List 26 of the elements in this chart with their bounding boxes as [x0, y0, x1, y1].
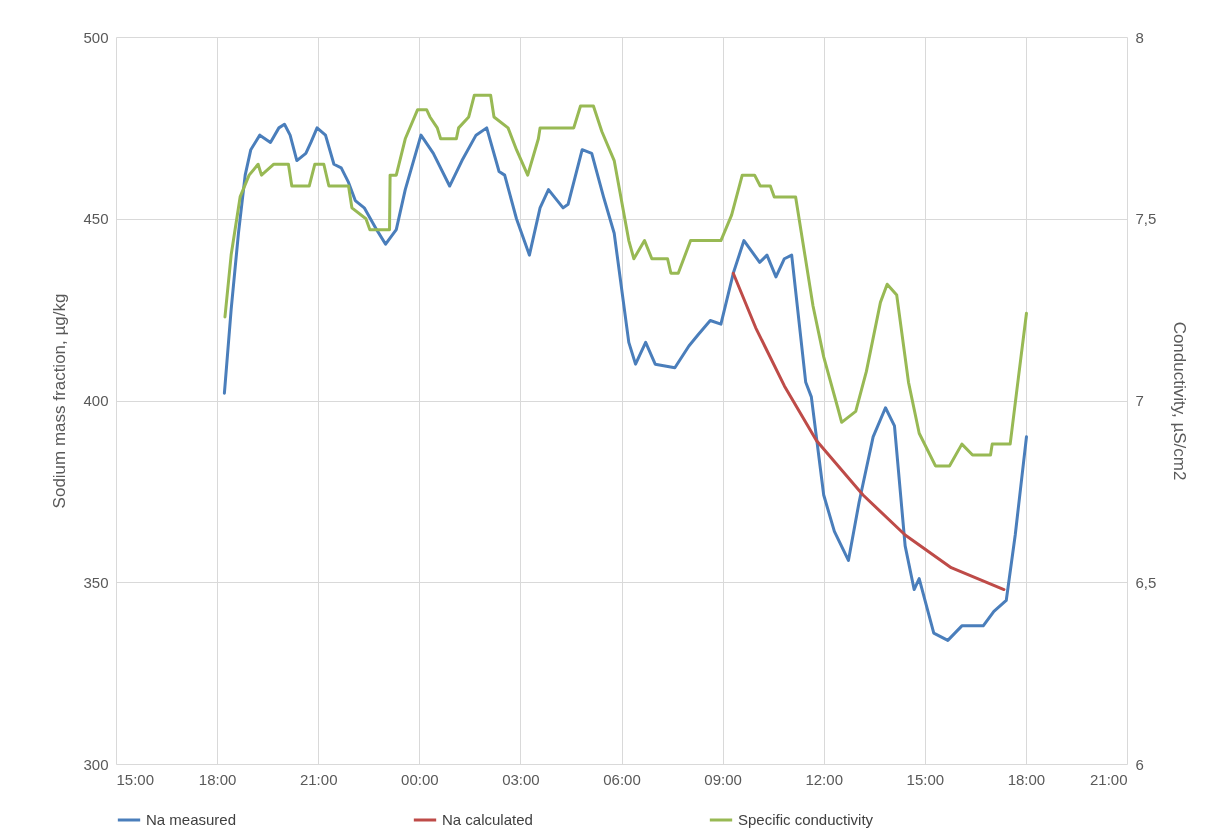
legend-label: Na calculated [442, 811, 533, 828]
y2-tick-label: 6 [1135, 755, 1144, 773]
legend-label: Specific conductivity [738, 811, 874, 828]
y-tick-label: 300 [83, 755, 109, 773]
y-tick-label: 500 [83, 28, 109, 46]
y2-tick-label: 7,5 [1135, 210, 1157, 228]
x-tick-label: 18:00 [198, 770, 237, 788]
x-tick-label: 06:00 [603, 770, 641, 788]
x-tick-label: 21:00 [1089, 770, 1128, 788]
y-axis-title: Sodium mass fraction, µg/kg [50, 293, 70, 509]
y2-tick-label: 7 [1135, 392, 1144, 409]
y-tick-label: 450 [83, 210, 109, 228]
y2-tick-label: 8 [1135, 28, 1144, 46]
legend-label: Na measured [146, 811, 237, 828]
x-tick-label: 03:00 [502, 770, 540, 788]
x-tick-label: 15:00 [116, 770, 155, 788]
y2-axis-title: Conductivity, µS/cm2 [1170, 321, 1190, 481]
y2-tick-label: 6,5 [1135, 573, 1157, 591]
x-tick-label: 15:00 [906, 770, 945, 788]
y-tick-label: 400 [83, 392, 109, 409]
x-tick-label: 12:00 [805, 770, 843, 788]
x-tick-label: 21:00 [299, 770, 338, 788]
x-tick-label: 09:00 [704, 770, 742, 788]
x-tick-label: 00:00 [401, 770, 439, 788]
x-tick-label: 18:00 [1007, 770, 1046, 788]
y-tick-label: 350 [83, 573, 109, 591]
